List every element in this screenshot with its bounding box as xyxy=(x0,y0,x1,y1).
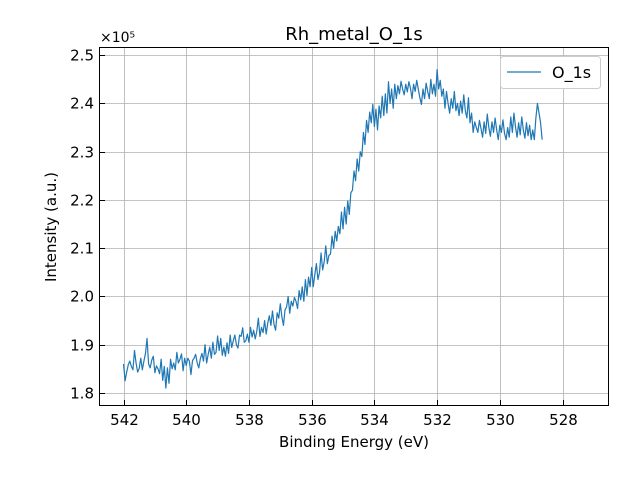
y-tick-label: 2.0 xyxy=(70,288,94,306)
y-axis-label: Intensity (a.u.) xyxy=(42,172,60,282)
x-tick-label: 534 xyxy=(360,411,389,429)
y-axis-multiplier: ×10⁵ xyxy=(100,30,135,46)
legend-box xyxy=(500,56,601,89)
x-tick-label: 540 xyxy=(172,411,201,429)
x-tick-label: 536 xyxy=(298,411,327,429)
series-line-o-1s xyxy=(122,69,543,389)
x-tick-label: 538 xyxy=(235,411,264,429)
x-tick-label: 528 xyxy=(549,411,578,429)
y-tick-label: 2.5 xyxy=(70,47,94,65)
gridlines xyxy=(100,48,608,405)
y-tick-label: 2.2 xyxy=(70,192,94,210)
legend-label: O_1s xyxy=(552,63,591,83)
plot-area xyxy=(122,69,543,389)
x-tick-label: 530 xyxy=(486,411,515,429)
legend: O_1s xyxy=(500,56,601,89)
y-tick-label: 2.1 xyxy=(70,240,94,258)
x-tick-label: 532 xyxy=(423,411,452,429)
x-tick-label: 542 xyxy=(110,411,139,429)
y-tick-label: 1.9 xyxy=(70,337,94,355)
axis-ticks: 542 540 538 536 534 532 530 528 1.8 1.9 2.0 2.1 2.2 2… xyxy=(70,47,578,430)
chart-title: Rh_metal_O_1s xyxy=(285,24,423,45)
y-tick-label: 1.8 xyxy=(70,385,94,403)
y-tick-label: 2.4 xyxy=(70,95,94,113)
y-tick-label: 2.3 xyxy=(70,144,94,162)
x-axis-label: Binding Energy (eV) xyxy=(279,433,429,451)
plot-frame xyxy=(99,47,609,406)
